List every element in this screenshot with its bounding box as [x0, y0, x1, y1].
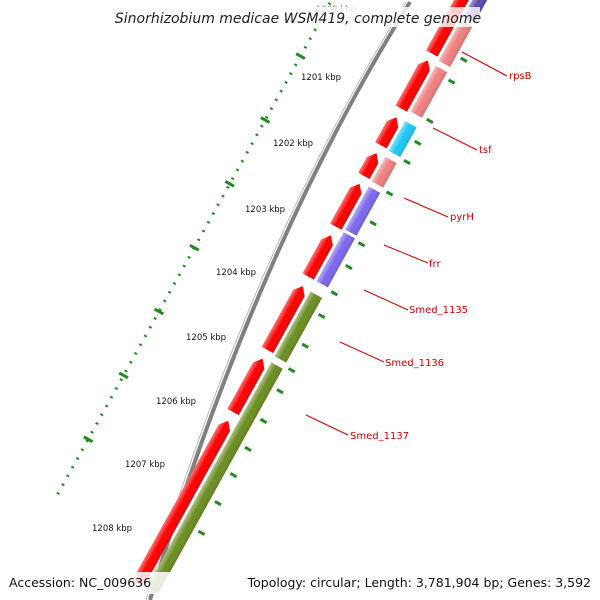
gene-label-tsf[interactable]: tsf: [479, 145, 492, 156]
scale-label-1208: 1208 kbp: [92, 524, 132, 534]
label-leader-line: [403, 197, 449, 218]
scale-tick: [118, 371, 129, 380]
scale-tick: [260, 116, 271, 124]
cds-feature-shading: [330, 183, 362, 230]
label-leader-line: [305, 414, 349, 436]
gene-feature-shading: [410, 65, 448, 118]
scale-label-1207: 1207 kbp: [125, 460, 165, 470]
gene-label-frr[interactable]: frr: [429, 259, 441, 270]
gene-tick: [317, 312, 326, 319]
gene-label-Smed_1135[interactable]: Smed_1135: [409, 305, 468, 316]
cds-feature-shading: [395, 60, 430, 112]
gene-label-pyrH[interactable]: pyrH: [450, 212, 474, 223]
label-leader-line: [339, 341, 385, 363]
gene-tick: [426, 117, 434, 124]
gene-tick: [403, 159, 411, 166]
cds-feature-shading: [358, 153, 379, 180]
topology-text: Topology: circular; Length: 3,781,904 bp…: [247, 575, 591, 590]
gene-feature-shading: [438, 20, 473, 67]
gene-feature-shading: [345, 186, 381, 236]
scale-tick: [224, 180, 235, 188]
cds-feature-shading: [227, 358, 265, 416]
scale-tick: [295, 52, 306, 60]
label-leader-line: [432, 127, 478, 151]
scale-label-1202: 1202 kbp: [273, 139, 313, 149]
gene-tick: [301, 342, 310, 349]
gene-track: [146, 0, 498, 594]
gene-feature-shading: [146, 362, 283, 594]
gene-tick: [259, 417, 268, 424]
gene-tick: [244, 445, 252, 452]
gene-ticks: [197, 56, 468, 536]
cds-feature-shading: [132, 420, 230, 586]
gene-tick: [345, 263, 353, 271]
gene-labels: rpsB tsf pyrH frr Smed_1135 Smed_1136 Sm…: [350, 71, 532, 442]
footer-backdrop: [0, 572, 600, 594]
scale-ticks: [83, 52, 306, 443]
gene-tick: [447, 78, 456, 85]
gene-feature-shading: [274, 291, 323, 363]
gene-tick: [369, 220, 377, 227]
cds-feature-shading: [375, 117, 399, 149]
accession-text: Accession: NC_009636: [9, 575, 151, 590]
map-title: Sinorhizobium medicae WSM419, complete g…: [115, 11, 481, 27]
scale-tick: [83, 435, 94, 443]
scale-label-1201: 1201 kbp: [301, 73, 341, 83]
gene-tick: [229, 472, 238, 479]
gene-feature-shading: [388, 121, 417, 158]
label-leader-line: [363, 289, 409, 311]
scale-label-1206: 1206 kbp: [156, 397, 196, 407]
label-leaders: [305, 51, 508, 436]
gene-tick: [385, 190, 394, 197]
gene-tick: [287, 367, 296, 374]
title-backdrop: [118, 7, 480, 27]
cds-feature-shading: [261, 286, 305, 354]
gene-tick: [357, 241, 366, 248]
genome-backbone: [148, 0, 412, 600]
label-leader-line: [461, 51, 508, 77]
gene-tick: [276, 388, 284, 395]
gene-tick: [330, 290, 339, 297]
gene-feature-shading: [316, 232, 356, 288]
cds-feature-shading: [302, 235, 333, 280]
gene-label-Smed_1136[interactable]: Smed_1136: [385, 358, 444, 369]
scale-label-1204: 1204 kbp: [216, 268, 256, 278]
gene-tick: [413, 139, 422, 146]
scale-tick: [189, 243, 200, 252]
gene-label-rpsB[interactable]: rpsB: [509, 71, 532, 82]
scale-tick: [153, 307, 165, 316]
gene-tick: [214, 500, 222, 507]
label-leader-line: [383, 244, 429, 264]
scale-label-1205: 1205 kbp: [186, 333, 226, 343]
gene-label-Smed_1137[interactable]: Smed_1137: [350, 431, 409, 442]
feature-layer: [56, 0, 498, 594]
scale-label-1203: 1203 kbp: [245, 205, 285, 215]
gene-tick: [197, 529, 206, 536]
gene-feature-shading: [371, 156, 397, 188]
gene-tick: [459, 56, 468, 63]
